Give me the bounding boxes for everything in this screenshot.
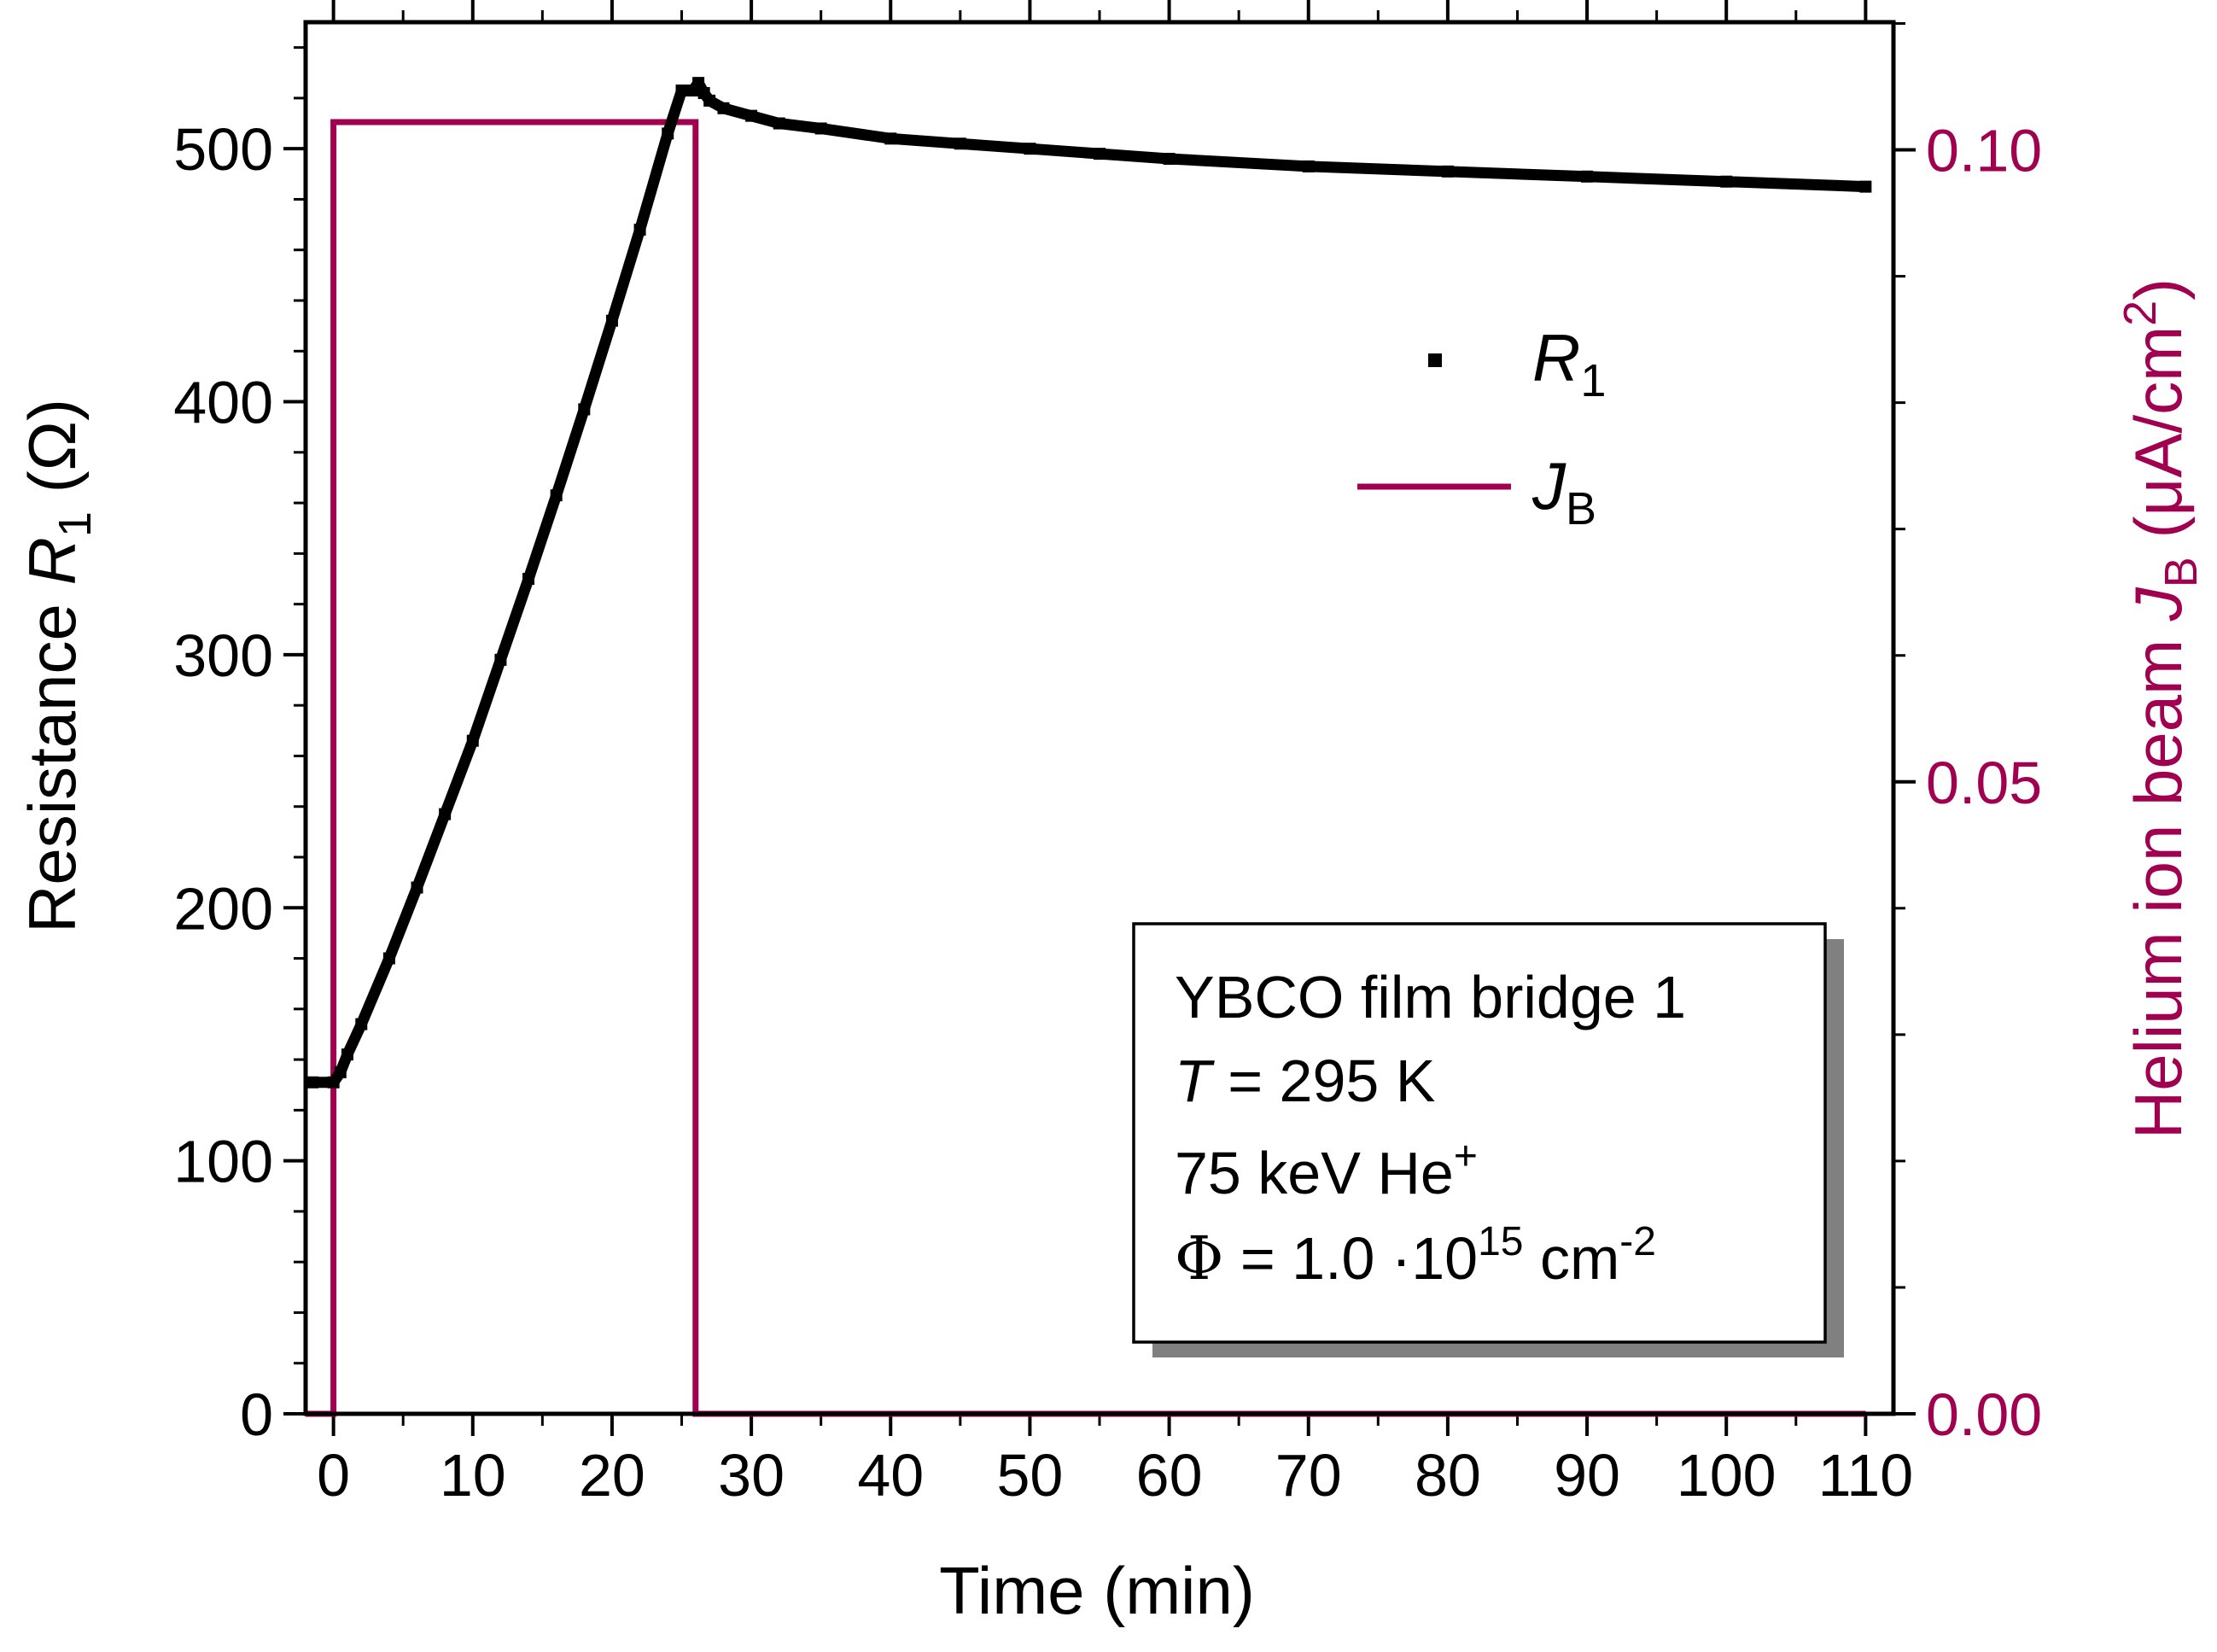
series-r1-point bbox=[703, 94, 716, 107]
tick-labels: 0 10 20 30 40 50 60 70 80 90 100 110 0 100 200 300 400 50… bbox=[173, 116, 2042, 1509]
series-r1-point bbox=[773, 117, 785, 130]
series-r1-point bbox=[1441, 165, 1454, 178]
series-r1-point bbox=[954, 137, 966, 150]
series-r1-point bbox=[884, 132, 897, 145]
series-r1-point bbox=[578, 403, 591, 416]
x-tick-label: 80 bbox=[1415, 1442, 1481, 1509]
series-r1-point bbox=[633, 224, 646, 236]
series-r1-point bbox=[1094, 148, 1106, 161]
series-r1-point bbox=[494, 653, 507, 666]
series-r1-point bbox=[1163, 153, 1176, 166]
series-r1-point bbox=[466, 734, 479, 747]
y-right-tick-label: 0.05 bbox=[1926, 750, 2042, 816]
legend: R1 JB bbox=[1357, 320, 1606, 534]
x-tick-label: 110 bbox=[1818, 1442, 1914, 1509]
annotation-box: YBCO film bridge 1 T = 295 K 75 keV He+ … bbox=[1132, 922, 1844, 1357]
series-r1-point bbox=[605, 314, 618, 327]
series-r1-point bbox=[662, 127, 674, 140]
x-tick-label: 90 bbox=[1554, 1442, 1620, 1509]
plot-frame bbox=[303, 20, 1896, 1416]
series-r1-point bbox=[382, 952, 395, 965]
legend-label-jb: JB bbox=[1531, 448, 1596, 534]
series-r1-point bbox=[814, 122, 827, 135]
x-tick-label: 50 bbox=[996, 1442, 1063, 1509]
annotation-line-1: YBCO film bridge 1 bbox=[1175, 964, 1686, 1030]
y-left-tick-label: 400 bbox=[173, 370, 273, 436]
x-tick-label: 40 bbox=[857, 1442, 924, 1509]
series-r1-point bbox=[745, 109, 758, 122]
series-r1-point bbox=[675, 85, 688, 97]
legend-label-r1: R1 bbox=[1532, 320, 1606, 406]
x-tick-label: 60 bbox=[1136, 1442, 1203, 1509]
series-r1-point bbox=[1859, 180, 1872, 193]
series-r1-point bbox=[306, 1076, 319, 1089]
legend-marker-r1 bbox=[1428, 353, 1442, 367]
series-r1-point bbox=[1302, 160, 1315, 172]
series-r1-point bbox=[1581, 170, 1594, 183]
series-r1-point bbox=[1720, 175, 1733, 188]
x-tick-label: 100 bbox=[1677, 1442, 1777, 1509]
series-r1-point bbox=[550, 489, 563, 502]
series-r1-point bbox=[327, 1076, 340, 1089]
x-tick-label: 20 bbox=[579, 1442, 645, 1509]
series-r1-point bbox=[334, 1065, 347, 1078]
annotation-line-3: 75 keV He+ bbox=[1175, 1134, 1478, 1206]
x-tick-label: 0 bbox=[317, 1442, 350, 1509]
tick-marks bbox=[283, 0, 1916, 1436]
series-r1-point bbox=[411, 881, 423, 894]
y-left-tick-label: 100 bbox=[173, 1129, 273, 1195]
series-r1-point bbox=[341, 1048, 353, 1061]
series-r1-point bbox=[1024, 143, 1036, 155]
series-r1-point bbox=[355, 1018, 368, 1030]
series-r1-point bbox=[522, 573, 535, 585]
y-left-tick-label: 200 bbox=[173, 875, 273, 942]
x-tick-label: 70 bbox=[1275, 1442, 1342, 1509]
annotation-line-4: Φ = 1.0 ·1015 cm-2 bbox=[1175, 1219, 1656, 1293]
series-r1-point bbox=[692, 77, 705, 90]
annotation-line-2: T = 295 K bbox=[1175, 1048, 1435, 1114]
y-right-tick-label: 0.10 bbox=[1926, 118, 2042, 184]
series-r1-point bbox=[717, 102, 730, 114]
series-r1-point bbox=[439, 808, 452, 820]
annotation-frame bbox=[1132, 922, 1827, 1344]
y-left-axis-title: Resistance R1 (Ω) bbox=[15, 399, 101, 933]
x-tick-label: 10 bbox=[440, 1442, 506, 1509]
x-axis-title: Time (min) bbox=[939, 1553, 1255, 1628]
y-right-axis-title: Helium ion beam JB (μA/cm2) bbox=[2115, 278, 2207, 1139]
y-left-tick-label: 0 bbox=[240, 1381, 273, 1448]
y-left-tick-label: 300 bbox=[173, 622, 273, 689]
y-right-tick-label: 0.00 bbox=[1926, 1381, 2042, 1448]
y-left-tick-label: 500 bbox=[173, 116, 273, 183]
x-tick-label: 30 bbox=[718, 1442, 785, 1509]
